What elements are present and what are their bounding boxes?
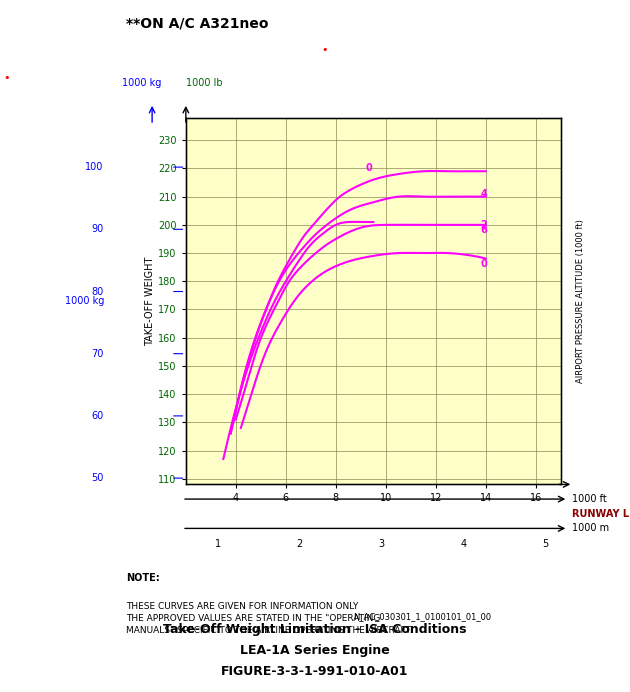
Text: 2: 2 [481, 220, 488, 230]
Text: Take-Off Weight Limitation - ISA Conditions: Take-Off Weight Limitation - ISA Conditi… [163, 623, 467, 636]
Text: 0: 0 [366, 163, 372, 174]
Text: 60: 60 [91, 411, 103, 421]
Text: THESE CURVES ARE GIVEN FOR INFORMATION ONLY
THE APPROVED VALUES ARE STATED IN TH: THESE CURVES ARE GIVEN FOR INFORMATION O… [126, 602, 413, 635]
Text: 80: 80 [91, 286, 103, 296]
Text: 4: 4 [481, 189, 488, 199]
Text: •: • [322, 45, 328, 55]
Text: 6: 6 [481, 226, 488, 235]
Text: 70: 70 [91, 349, 103, 358]
Text: 1: 1 [215, 540, 221, 549]
Text: AIRPORT PRESSURE ALTITUDE (1000 ft): AIRPORT PRESSURE ALTITUDE (1000 ft) [576, 219, 585, 383]
Text: 3: 3 [379, 540, 385, 549]
Text: NOTE:: NOTE: [126, 573, 160, 583]
Text: 1000 kg: 1000 kg [65, 296, 105, 306]
Text: 100: 100 [85, 162, 103, 172]
Text: 0: 0 [481, 260, 488, 269]
Text: •: • [4, 73, 10, 83]
Text: 1000 lb: 1000 lb [186, 78, 222, 89]
Text: FIGURE-3-3-1-991-010-A01: FIGURE-3-3-1-991-010-A01 [221, 665, 409, 677]
Text: 4: 4 [461, 540, 467, 549]
Text: 90: 90 [91, 224, 103, 235]
Text: 2: 2 [297, 540, 303, 549]
Text: N_AC_030301_1_0100101_01_00: N_AC_030301_1_0100101_01_00 [353, 612, 491, 621]
Text: 1000 m: 1000 m [572, 523, 609, 534]
Text: RUNWAY LENGTH: RUNWAY LENGTH [572, 509, 630, 519]
Text: 5: 5 [542, 540, 549, 549]
Text: 50: 50 [91, 473, 103, 483]
Text: 1000 kg: 1000 kg [122, 78, 161, 89]
Text: LEA-1A Series Engine: LEA-1A Series Engine [240, 644, 390, 657]
Text: **ON A/C A321neo: **ON A/C A321neo [126, 17, 268, 30]
Text: 1000 ft: 1000 ft [572, 494, 607, 504]
Y-axis label: TAKE-OFF WEIGHT: TAKE-OFF WEIGHT [146, 256, 156, 346]
